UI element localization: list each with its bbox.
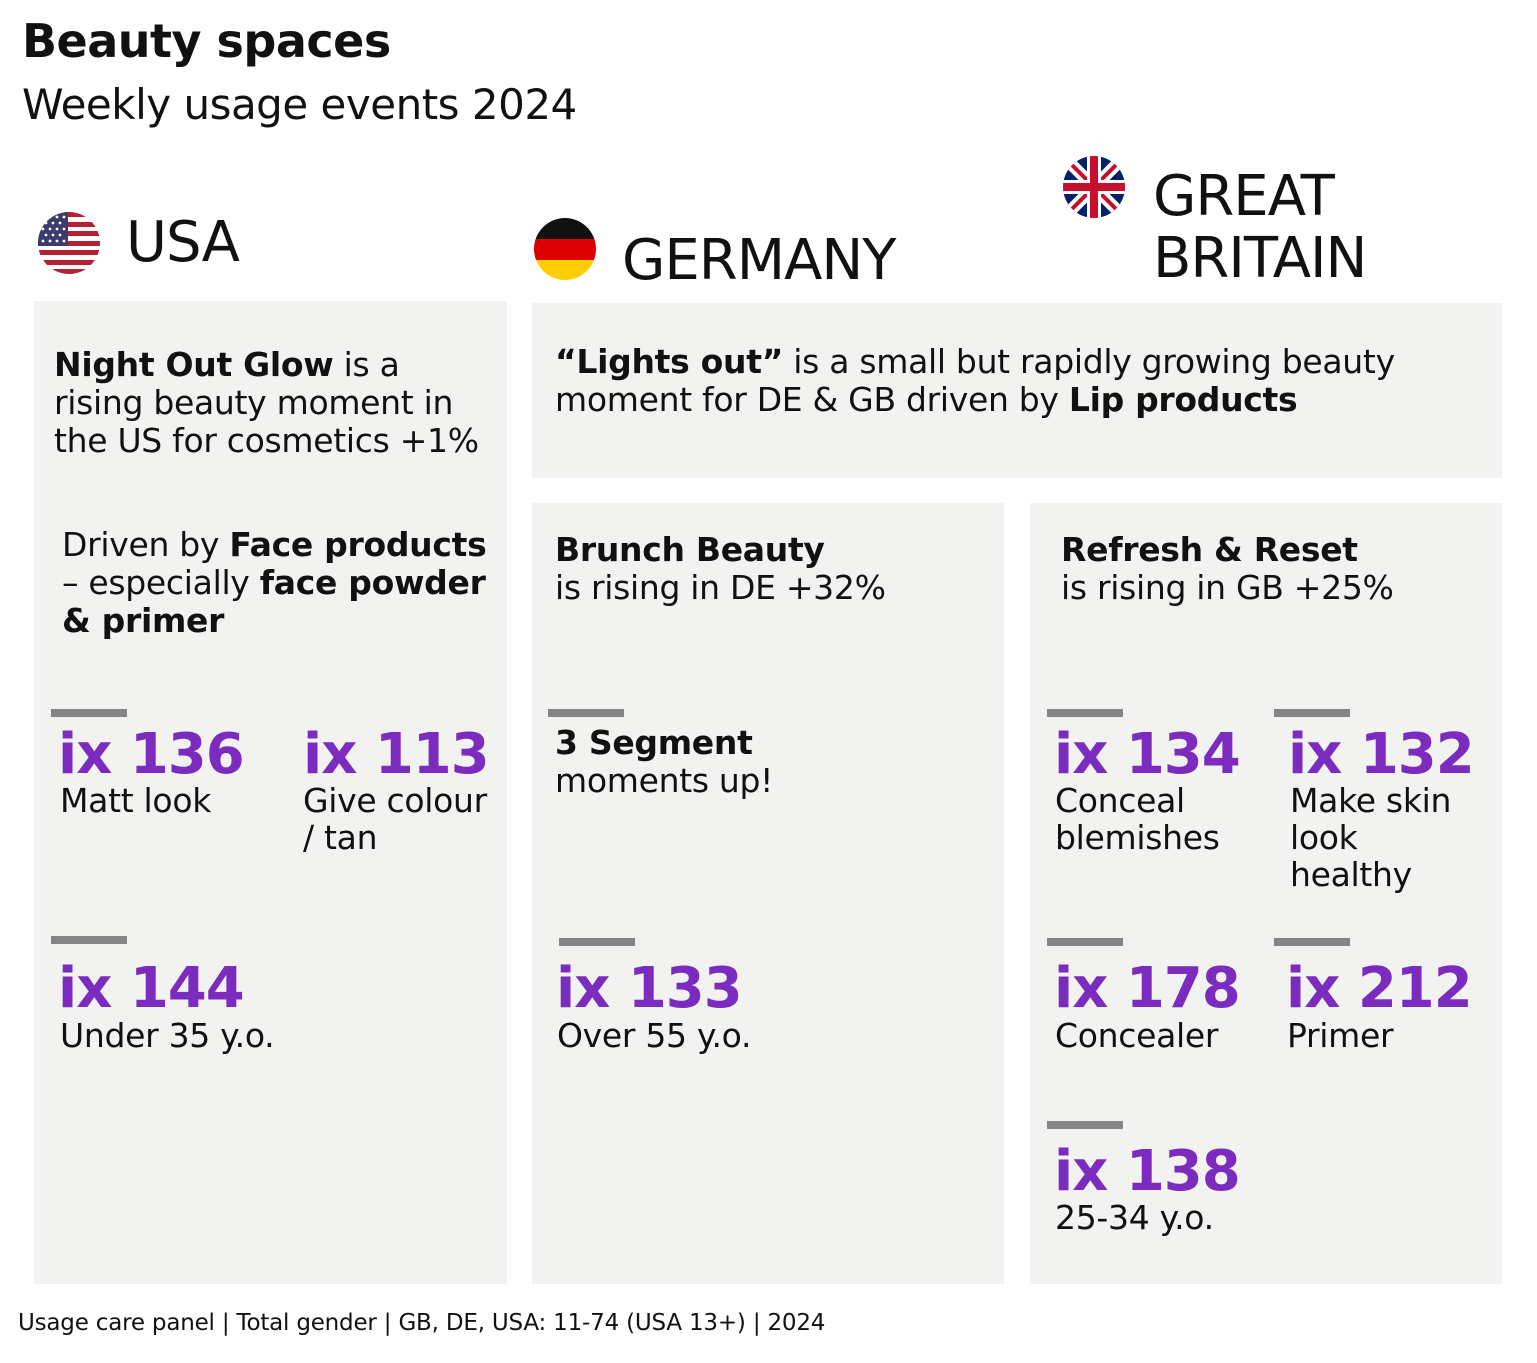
usa-metric-3-label-line1: Under 35 y.o. bbox=[60, 1016, 275, 1055]
gb-panel bbox=[1030, 503, 1502, 1284]
germany-flag-icon bbox=[534, 218, 596, 280]
germany-segment-bold: 3 Segment bbox=[555, 723, 753, 762]
gb-headline-bold: Refresh & Reset bbox=[1061, 530, 1358, 569]
metric-divider bbox=[559, 938, 635, 946]
lights-out-text: “Lights out” is a small but rapidly grow… bbox=[555, 343, 1485, 419]
usa-metric-2-label-line2: / tan bbox=[303, 818, 378, 857]
usa-metric-1-value: ix 136 bbox=[58, 722, 245, 787]
germany-segment: 3 Segment moments up! bbox=[555, 724, 995, 800]
usa-metric-2-label: Give colour / tan bbox=[303, 782, 487, 856]
metric-divider bbox=[548, 709, 624, 717]
usa-driven-bold3: & primer bbox=[62, 601, 225, 640]
germany-metric-1-value: ix 133 bbox=[556, 956, 743, 1021]
gb-metric-4-label: Primer bbox=[1287, 1016, 1394, 1055]
gb-metric-3-value: ix 178 bbox=[1054, 956, 1241, 1021]
gb-metric-2-label-line2: look bbox=[1290, 818, 1358, 857]
country-header-usa: USA bbox=[38, 210, 240, 275]
gb-metric-2-value: ix 132 bbox=[1288, 722, 1475, 787]
germany-metric-1-label: Over 55 y.o. bbox=[557, 1017, 751, 1054]
usa-driven-bold1: Face products bbox=[229, 525, 487, 564]
usa-headline-bold: Night Out Glow bbox=[54, 345, 334, 384]
metric-divider bbox=[1047, 938, 1123, 946]
usa-driven-dash: – especially bbox=[62, 563, 260, 602]
usa-metric-3-value: ix 144 bbox=[58, 956, 245, 1021]
germany-panel bbox=[532, 503, 1004, 1284]
lights-out-panel bbox=[532, 303, 1502, 478]
gb-metric-2-label: Make skin look healthy bbox=[1290, 782, 1451, 893]
country-name-gb-line1: GREAT bbox=[1153, 164, 1335, 229]
gb-metric-1-value: ix 134 bbox=[1054, 722, 1241, 787]
gb-metric-3-label: Concealer bbox=[1055, 1017, 1218, 1054]
usa-panel bbox=[34, 301, 507, 1284]
page-subtitle: Weekly usage events 2024 bbox=[22, 80, 577, 129]
metric-divider bbox=[1047, 709, 1123, 717]
metric-divider bbox=[1047, 1121, 1123, 1129]
us-flag-icon bbox=[38, 212, 100, 274]
uk-flag-icon bbox=[1063, 156, 1125, 218]
gb-metric-2-label-line1: Make skin bbox=[1290, 781, 1452, 820]
country-name-gb-line2: BRITAIN bbox=[1153, 226, 1367, 291]
usa-metric-2-label-line1: Give colour bbox=[303, 781, 487, 820]
germany-segment-line2: moments up! bbox=[555, 761, 774, 800]
country-name-germany: GERMANY bbox=[622, 228, 896, 293]
usa-driven-bold2: face powder bbox=[259, 563, 486, 602]
lights-out-lip-products: Lip products bbox=[1068, 380, 1298, 419]
usa-metric-1-label: Matt look bbox=[60, 782, 211, 819]
germany-headline-bold: Brunch Beauty bbox=[555, 530, 825, 569]
source-footnote: Usage care panel | Total gender | GB, DE… bbox=[18, 1310, 826, 1336]
gb-metric-5-value: ix 138 bbox=[1054, 1139, 1241, 1204]
usa-metric-2-value: ix 113 bbox=[303, 722, 490, 787]
usa-metric-3-label: Under 35 y.o. bbox=[60, 1016, 275, 1055]
usa-headline-rest: is a bbox=[333, 345, 400, 384]
usa-headline-line3: the US for cosmetics +1% bbox=[54, 421, 479, 460]
country-header-gb: GREAT BRITAIN bbox=[1063, 156, 1367, 291]
usa-metric-1-label-line1: Matt look bbox=[60, 781, 212, 820]
germany-headline: Brunch Beauty is rising in DE +32% bbox=[555, 531, 995, 607]
gb-headline-line2: is rising in GB +25% bbox=[1061, 568, 1394, 607]
gb-metric-5-label: 25-34 y.o. bbox=[1055, 1199, 1214, 1236]
gb-headline: Refresh & Reset is rising in GB +25% bbox=[1061, 531, 1496, 607]
gb-metric-2-label-line3: healthy bbox=[1290, 855, 1412, 894]
gb-metric-3-label-line1: Concealer bbox=[1055, 1016, 1219, 1055]
metric-divider bbox=[1274, 938, 1350, 946]
metric-divider bbox=[1274, 709, 1350, 717]
gb-metric-4-value: ix 212 bbox=[1286, 956, 1473, 1021]
lights-out-quote: “Lights out” bbox=[555, 342, 784, 381]
country-name-usa: USA bbox=[126, 210, 240, 275]
metric-divider bbox=[51, 709, 127, 717]
usa-driven-by: Driven by Face products – especially fac… bbox=[62, 526, 502, 640]
gb-metric-1-label-line1: Conceal bbox=[1055, 781, 1185, 820]
gb-metric-1-label: Conceal blemishes bbox=[1055, 782, 1220, 856]
germany-headline-line2: is rising in DE +32% bbox=[555, 568, 886, 607]
gb-metric-5-label-line1: 25-34 y.o. bbox=[1055, 1198, 1214, 1237]
gb-metric-1-label-line2: blemishes bbox=[1055, 818, 1220, 857]
usa-headline: Night Out Glow is a rising beauty moment… bbox=[54, 346, 499, 460]
usa-driven-prefix: Driven by bbox=[62, 525, 230, 564]
usa-headline-line2: rising beauty moment in bbox=[54, 383, 454, 422]
germany-metric-1-label-line1: Over 55 y.o. bbox=[557, 1016, 752, 1055]
gb-metric-4-label-line1: Primer bbox=[1287, 1016, 1394, 1055]
page-title: Beauty spaces bbox=[22, 14, 391, 68]
lights-out-line2: moment for DE & GB driven by bbox=[555, 380, 1069, 419]
metric-divider bbox=[51, 936, 127, 944]
country-header-germany: GERMANY bbox=[534, 206, 896, 293]
lights-out-rest: is a small but rapidly growing beauty bbox=[783, 342, 1395, 381]
